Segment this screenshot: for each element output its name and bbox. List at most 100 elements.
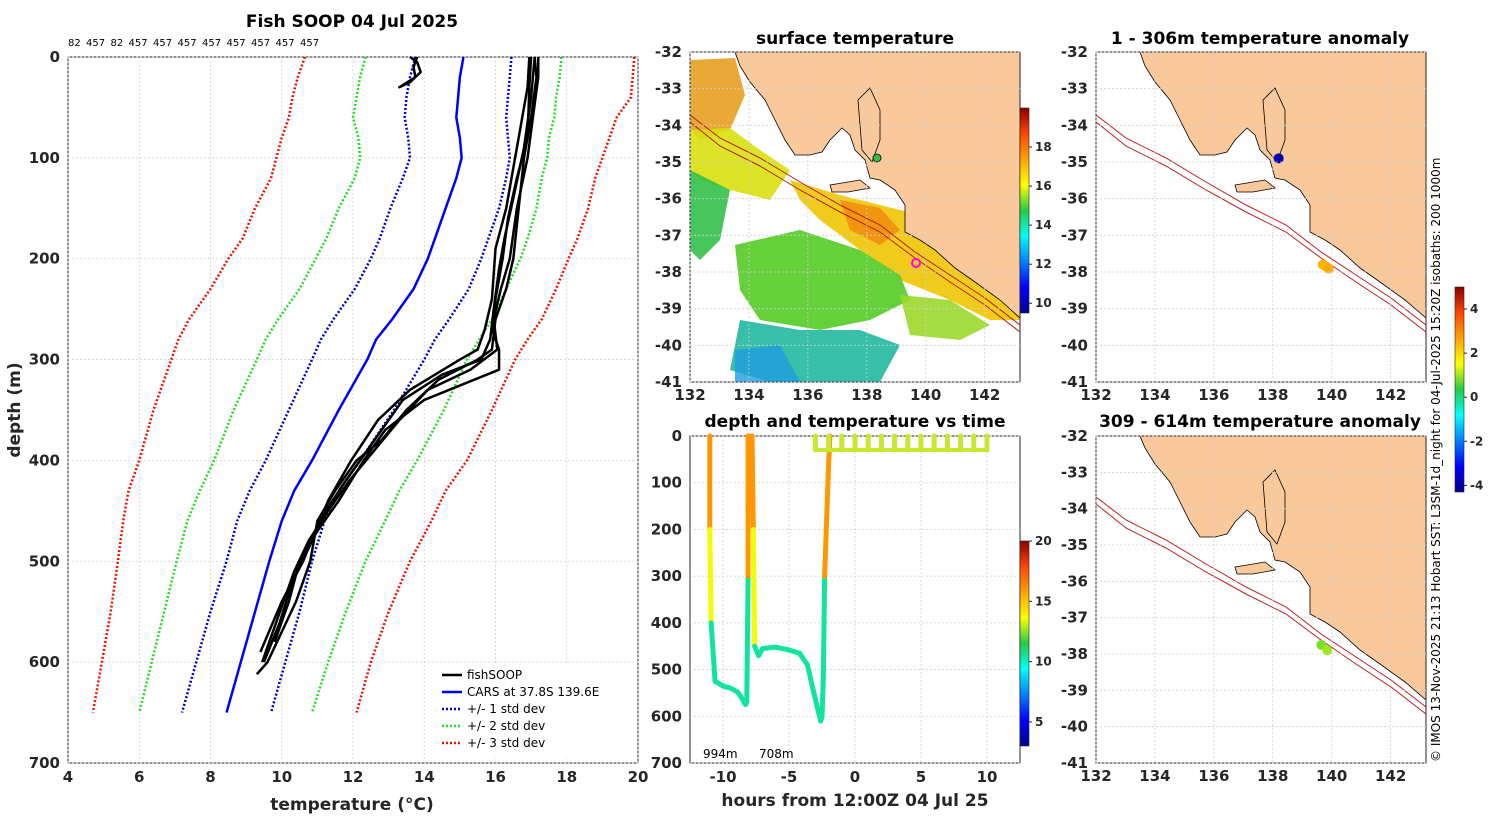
surface-colorbar-tick-label: 14 (1035, 218, 1052, 232)
sst-patch-green-mid (735, 230, 910, 330)
surface-lat-label: -35 (655, 153, 682, 171)
surface-colorbar-tick-label: 12 (1035, 257, 1052, 271)
surface-lat-label: -40 (655, 336, 682, 354)
timeseries-xtick-label: 5 (916, 768, 926, 786)
anomaly-shallow-isobath-200 (1095, 114, 1427, 326)
timeseries-ytick-label: 100 (651, 474, 682, 492)
timeseries-track-segment (708, 620, 718, 684)
anomaly-colorbar-tick-label: 4 (1470, 302, 1478, 316)
profile-top-label: 457 (178, 38, 197, 49)
anomaly-deep-point (1322, 645, 1333, 656)
profile-ylabel: depth (m) (5, 362, 25, 457)
profile-grid (67, 56, 639, 764)
std2-minus-line (138, 56, 367, 713)
surface-lat-label: -38 (655, 263, 682, 281)
anomaly-shallow-point (1273, 153, 1284, 164)
anomaly-shallow-title: 1 - 306m temperature anomaly (1111, 29, 1409, 49)
observed-profile-line (255, 56, 538, 676)
surface-lon-label: 132 (674, 386, 705, 404)
surface-colorbar-tick-label: 18 (1035, 140, 1052, 154)
anomaly-shallow-ticks: 132 134 136 138 140 142 -32 -33 -34 -35 -36 -37 -38 -… (1061, 43, 1426, 404)
profile-legend: fishSOOP CARS at 37.8S 139.6E +/- 1 std … (433, 663, 633, 758)
anomaly-deep-isobath-200 (1095, 496, 1427, 708)
profile-ytick-label: 100 (29, 149, 60, 167)
anomaly-shallow-lat-label: -40 (1061, 336, 1088, 354)
profile-title: Fish SOOP 04 Jul 2025 (246, 12, 458, 32)
sst-patch-orange-west (690, 58, 745, 140)
anomaly-deep-lat-label: -41 (1061, 754, 1088, 772)
anomaly-deep-island (1234, 561, 1276, 575)
profile-top-label: 82 (68, 38, 81, 49)
anomaly-deep-lat-label: -37 (1061, 609, 1088, 627)
timeseries-track-segment (819, 676, 826, 720)
surface-map-ticks: 132 134 136 138 140 142 -32 -33 -34 -35 -36 -37 -38 -… (655, 43, 1020, 404)
anomaly-deep-lat-label: -33 (1061, 463, 1088, 481)
anomaly-deep-panel: 309 - 614m temperature anomaly 132 134 136… (1061, 412, 1427, 785)
surface-lon-label: 140 (910, 386, 941, 404)
anomaly-deep-lon-label: 142 (1375, 767, 1406, 785)
legend-label-std2: +/- 2 std dev (467, 719, 545, 733)
surface-map-land (734, 51, 1021, 319)
anomaly-shallow-island (1234, 179, 1276, 193)
surface-inlet-marker (872, 153, 882, 163)
std3-minus-line (91, 56, 307, 713)
timeseries-track-segment (750, 526, 758, 649)
anomaly-colorbar-ticks: -4 -2 0 2 4 (1464, 302, 1483, 492)
anomaly-shallow-lat-label: -33 (1061, 80, 1088, 98)
sst-patch-cyan-south (735, 345, 800, 382)
profile-xtick-label: 10 (271, 768, 292, 786)
anomaly-colorbar-tick-label: -2 (1470, 434, 1483, 448)
anomaly-deep-lat-label: -38 (1061, 645, 1088, 663)
profile-xtick-label: 8 (205, 768, 215, 786)
observed-profile-line (398, 55, 422, 89)
profile-top-label: 457 (300, 38, 319, 49)
timeseries-xtick-label: 10 (977, 768, 998, 786)
profile-ytick-label: 700 (29, 754, 60, 772)
timeseries-colorbar-tick-label: 5 (1035, 715, 1043, 729)
profile-top-labels: 82 457 82 457 457 457 457 457 457 457 457 (68, 38, 319, 49)
timeseries-track-segment (749, 433, 756, 532)
legend-label-cars: CARS at 37.8S 139.6E (467, 685, 599, 699)
timeseries-track-segment (810, 685, 820, 708)
surface-map-panel: surface temperature 132 134 136 138 140 142 -3… (655, 29, 1052, 404)
surface-map-title: surface temperature (756, 29, 954, 49)
profile-ytick-label: 500 (29, 552, 60, 570)
surface-lon-label: 138 (851, 386, 882, 404)
timeseries-tracks (707, 433, 990, 724)
observed-profile-line (260, 57, 540, 663)
sst-patch-green-west (690, 170, 730, 260)
surface-lat-label: -34 (655, 116, 682, 134)
profile-ytick-label: 300 (29, 351, 60, 369)
anomaly-deep-lat-label: -39 (1061, 681, 1088, 699)
anomaly-shallow-lon-label: 140 (1316, 386, 1347, 404)
side-credit: © IMOS 13-Nov-2025 21:13 Hobart SST: L3S… (1429, 158, 1443, 762)
timeseries-track-segment (707, 526, 714, 626)
timeseries-ytick-label: 200 (651, 520, 682, 538)
anomaly-deep-lon-label: 136 (1198, 767, 1229, 785)
profile-xtick-label: 18 (556, 768, 577, 786)
observed-profile-line (262, 56, 531, 663)
anomaly-shallow-lat-label: -38 (1061, 263, 1088, 281)
anomaly-shallow-lon-label: 136 (1198, 386, 1229, 404)
timeseries-colorbar-tick-label: 10 (1035, 655, 1052, 669)
timeseries-xtick-label: -5 (781, 768, 798, 786)
profile-xtick-label: 14 (414, 768, 435, 786)
anomaly-shallow-lon-label: 138 (1257, 386, 1288, 404)
anomaly-colorbar-tick-label: -4 (1470, 478, 1483, 492)
surface-lon-label: 136 (792, 386, 823, 404)
profile-top-label: 457 (276, 38, 295, 49)
profile-top-label: 457 (227, 38, 246, 49)
surface-lat-label: -41 (655, 373, 682, 391)
profile-xtick-label: 6 (134, 768, 144, 786)
surface-lat-label: -39 (655, 300, 682, 318)
anomaly-shallow-lat-label: -35 (1061, 153, 1088, 171)
timeseries-grid (690, 435, 1020, 764)
anomaly-shallow-lat-label: -36 (1061, 190, 1088, 208)
anomaly-deep-lon-label: 134 (1139, 767, 1170, 785)
timeseries-colorbar-tick-label: 15 (1035, 594, 1052, 608)
timeseries-ytick-label: 300 (651, 567, 682, 585)
profile-xtick-label: 20 (628, 768, 649, 786)
profile-top-label: 457 (202, 38, 221, 49)
